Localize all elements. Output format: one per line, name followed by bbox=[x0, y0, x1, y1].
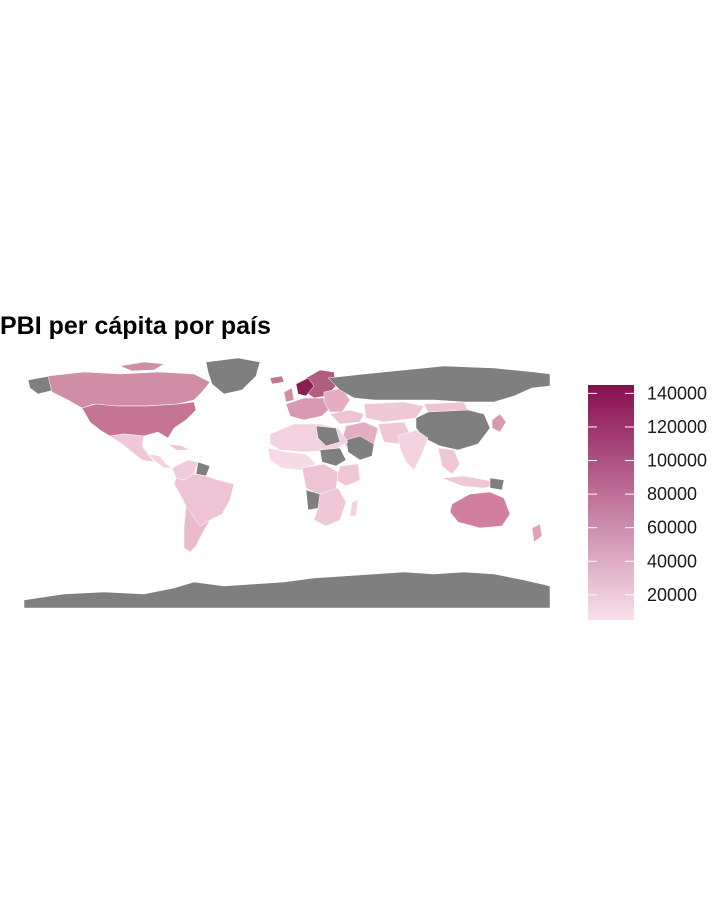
legend-tick-label: 60000 bbox=[647, 518, 697, 538]
legend-ticks: 140000 120000 100000 80000 60000 40000 20000 bbox=[588, 385, 707, 605]
region-australia bbox=[449, 491, 511, 529]
region-southern-cone bbox=[183, 505, 211, 553]
legend-tick-label: 20000 bbox=[647, 585, 697, 605]
region-canadian-arctic bbox=[119, 361, 165, 372]
region-mexico bbox=[109, 433, 155, 463]
region-india bbox=[397, 429, 429, 471]
region-china bbox=[415, 409, 491, 451]
world-choropleth-map bbox=[24, 357, 550, 608]
region-madagascar bbox=[349, 499, 359, 517]
region-turkey-caucasus bbox=[329, 409, 365, 425]
region-arabian-peninsula bbox=[345, 435, 375, 461]
region-brazil-andes bbox=[173, 473, 235, 527]
region-new-zealand bbox=[531, 523, 543, 543]
region-caribbean bbox=[167, 443, 191, 451]
region-korea-japan bbox=[491, 413, 507, 433]
region-usa bbox=[81, 401, 197, 439]
region-central-asia bbox=[363, 401, 425, 423]
color-bar bbox=[588, 385, 634, 620]
region-horn-of-africa bbox=[335, 463, 361, 487]
region-sahel-sudan bbox=[319, 447, 347, 467]
region-canada bbox=[47, 371, 211, 409]
region-western-europe bbox=[285, 397, 331, 421]
region-greenland bbox=[205, 357, 261, 395]
region-libya-egypt bbox=[315, 425, 341, 447]
region-southern-africa bbox=[313, 487, 347, 527]
legend-tick-label: 100000 bbox=[647, 451, 707, 471]
legend-tick-label: 80000 bbox=[647, 484, 697, 504]
region-uk bbox=[283, 387, 295, 403]
region-iceland bbox=[269, 375, 285, 385]
legend-tick-label: 140000 bbox=[647, 385, 707, 403]
legend-tick-label: 40000 bbox=[647, 551, 697, 571]
region-antarctica bbox=[24, 571, 550, 608]
color-scale-legend: 140000 120000 100000 80000 60000 40000 20000 bbox=[588, 385, 707, 620]
region-guianas bbox=[195, 461, 211, 477]
region-norway-highlight bbox=[295, 377, 315, 397]
map-title: PBI per cápita por país bbox=[0, 312, 271, 340]
region-new-guinea bbox=[489, 477, 505, 491]
region-southeast-asia bbox=[437, 447, 461, 475]
legend-tick-label: 120000 bbox=[647, 417, 707, 437]
region-russia bbox=[327, 365, 550, 403]
